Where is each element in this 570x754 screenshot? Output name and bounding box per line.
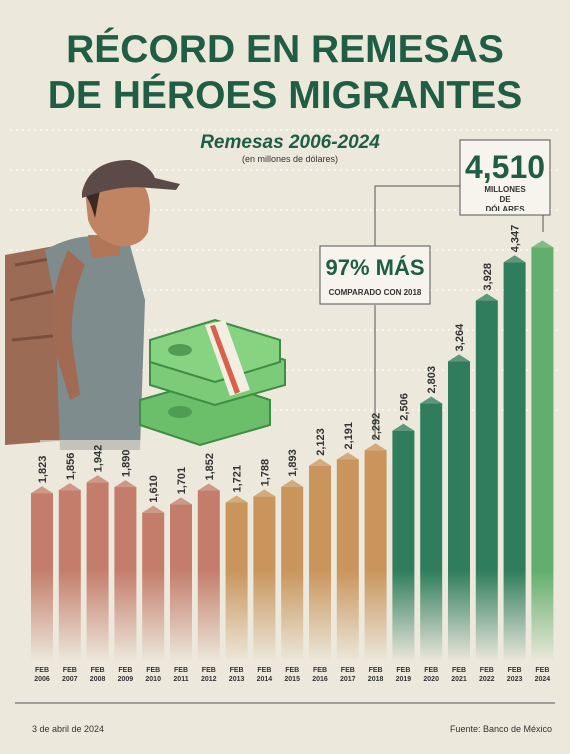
bar-fade (363, 570, 388, 662)
unit-note: (en millones de dólares) (242, 154, 338, 164)
value-label: 2,803 (426, 366, 438, 394)
bar-cap (531, 240, 554, 248)
bar-cap (503, 255, 526, 263)
bar (503, 262, 526, 660)
x-tick-label: FEB 2017 (340, 667, 356, 683)
bar-cap (86, 475, 109, 483)
x-tick-label: FEB 2007 (62, 667, 78, 683)
x-tick-label: FEB 2023 (506, 667, 523, 683)
value-label: 1,823 (37, 456, 49, 484)
bar-cap (142, 505, 165, 513)
callout-box (459, 139, 551, 216)
bar-cap (58, 483, 81, 491)
value-label: 1,610 (148, 475, 160, 503)
bar-cap (392, 423, 415, 431)
value-label: 3,264 (454, 323, 466, 351)
x-tick-label: FEB 2008 (89, 667, 106, 683)
bar-fade (30, 570, 54, 662)
bar-cap (31, 486, 53, 494)
bar-fade (280, 570, 305, 662)
bar-cap (309, 458, 331, 466)
value-label: 1,721 (232, 465, 244, 493)
bar-cap (225, 495, 248, 503)
value-label: 4,347 (510, 225, 522, 253)
date: 3 de abril de 2024 (32, 724, 104, 734)
x-tick-label: FEB 2024 (534, 667, 551, 683)
x-tick-label: FEB 2016 (312, 667, 328, 683)
bar-fade (447, 570, 471, 662)
bar (531, 247, 554, 660)
callout-subtext: COMPARADO CON 2018 (329, 288, 422, 297)
callout-connectors (374, 185, 544, 440)
bar-cap (170, 497, 192, 505)
source: Fuente: Banco de México (450, 724, 552, 734)
bar-fade (113, 570, 138, 662)
bar-fade (196, 570, 221, 662)
title-line: DE HÉROES MIGRANTES (48, 73, 523, 117)
bar-fade (85, 570, 110, 662)
callout-text: 97% MÁS (325, 255, 424, 280)
bar-cap (475, 293, 498, 301)
value-label: 2,506 (398, 393, 410, 421)
callout-unit: MILLONES DE DÓLARES (484, 185, 526, 211)
bar-cap (448, 354, 470, 362)
value-label: 1,942 (93, 445, 105, 473)
value-label: 1,890 (120, 450, 132, 478)
bar-fade (474, 570, 499, 662)
x-tick-label: FEB 2019 (395, 667, 412, 683)
value-label: 1,856 (65, 453, 77, 481)
bar-fade (391, 570, 416, 662)
bar-cap (420, 396, 443, 404)
bar-fade (335, 570, 360, 662)
value-label: 2,191 (343, 422, 355, 450)
callout-unit-box: MILLONES DE DÓLARES (484, 185, 526, 211)
x-tick-label: FEB 2018 (367, 667, 384, 683)
bar-cap (197, 483, 220, 491)
x-tick-label: FEB 2013 (228, 667, 245, 683)
x-tick-label: FEB 2021 (451, 667, 467, 683)
bar-fade (502, 570, 527, 662)
value-label: 2,292 (371, 413, 383, 441)
value-label: 3,928 (482, 263, 494, 291)
bar-fade (57, 570, 82, 662)
bar-fade (419, 570, 444, 662)
x-tick-label: FEB 2006 (34, 667, 50, 683)
bar-cap (114, 480, 137, 488)
x-tick-label: FEB 2012 (201, 667, 217, 683)
x-tick-label: FEB 2014 (256, 667, 273, 683)
bar-cap (336, 452, 359, 460)
x-tick-label: FEB 2022 (479, 667, 495, 683)
x-tick-label: FEB 2020 (423, 667, 439, 683)
value-label: 1,893 (287, 449, 299, 477)
subtitle: Remesas 2006-2024 (200, 132, 380, 153)
bar-fade (252, 570, 277, 662)
bar-fade (169, 570, 193, 662)
person-illustration (5, 160, 180, 460)
title-line: RÉCORD EN REMESAS (66, 27, 504, 71)
bar-fade (530, 570, 555, 662)
bar-fade (224, 570, 249, 662)
bar-cap (253, 489, 276, 497)
bar-cap (281, 479, 304, 487)
bar-cap (364, 443, 387, 451)
x-tick-label: FEB 2011 (173, 667, 189, 683)
value-label: 1,788 (259, 459, 271, 487)
callout-box (319, 245, 431, 305)
value-label: 1,852 (204, 453, 216, 481)
value-label: 2,123 (315, 428, 327, 456)
value-label: 1,701 (176, 467, 188, 495)
x-tick-label: FEB 2015 (284, 667, 300, 683)
bar-fade (308, 570, 332, 662)
money-illustration (139, 318, 286, 447)
x-tick-label: FEB 2010 (145, 667, 161, 683)
callout-value: 4,510 (465, 149, 545, 185)
x-tick-label: FEB 2009 (117, 667, 134, 683)
bar-fade (141, 570, 166, 662)
